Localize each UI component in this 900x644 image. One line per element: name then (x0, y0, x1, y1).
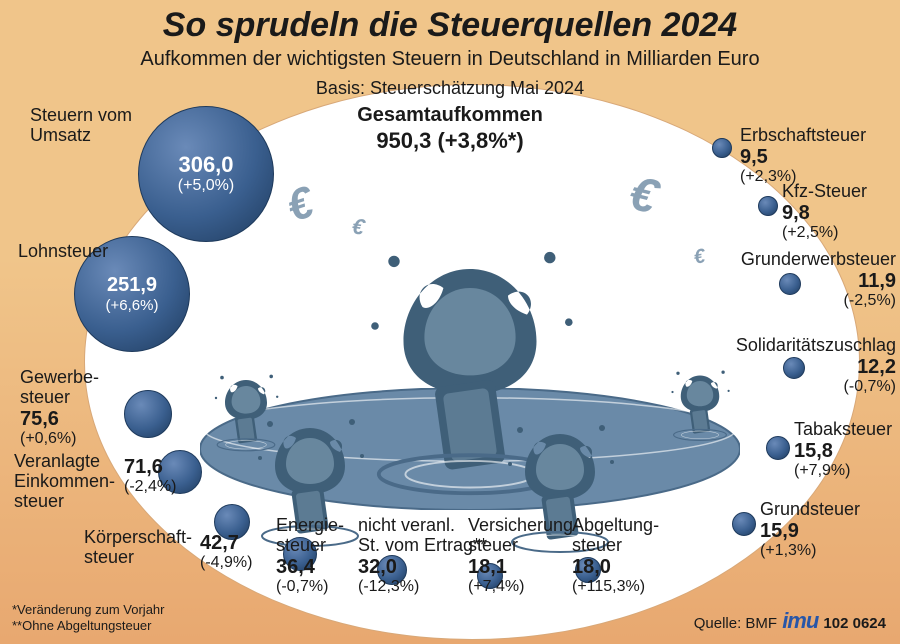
tax-value: 11,9 (741, 270, 896, 292)
tax-name: Körperschaft-steuer (84, 528, 192, 568)
tax-change: (+7,9%) (794, 462, 892, 480)
tax-change: (-2,4%) (124, 478, 176, 496)
tax-value: 15,8 (794, 440, 892, 462)
tax-value: 71,6 (124, 456, 176, 478)
fountain-splash (198, 362, 294, 452)
tax-change: (-0,7%) (276, 578, 344, 596)
label-energie: Energie-steuer36,4(-0,7%) (276, 516, 344, 595)
bubble-erb (712, 138, 732, 158)
tax-name: Grunderwerbsteuer (741, 250, 896, 270)
label-umsatz: Steuern vomUmsatz (30, 106, 132, 146)
footnote-line: *Veränderung zum Vorjahr (12, 602, 164, 618)
label-veranl: VeranlagteEinkommen-steuer71,6(-2,4%) (14, 452, 115, 511)
tax-name: Erbschaftsteuer (740, 126, 866, 146)
chart-subtitle: Aufkommen der wichtigsten Steuern in Deu… (0, 48, 900, 71)
total-label: Gesamtaufkommen (0, 104, 900, 127)
label-gewerbe: Gewerbe-steuer75,6(+0,6%) (20, 368, 99, 447)
bubble-grund (732, 512, 756, 536)
label-tabak: Tabaksteuer15,8(+7,9%) (794, 420, 892, 479)
label-lohn: Lohnsteuer (18, 242, 108, 262)
tax-change: (-2,5%) (741, 292, 896, 310)
tax-value: 42,7 (200, 532, 252, 554)
chart-title: So sprudeln die Steuerquellen 2024 (0, 6, 900, 45)
label-versich: Versicherung-steuer18,1(+7,4%) (468, 516, 579, 595)
footnotes: *Veränderung zum Vorjahr**Ohne Abgeltung… (12, 602, 164, 635)
publisher-logo: imu (777, 608, 823, 633)
tax-name: Steuern vomUmsatz (30, 106, 132, 146)
tax-value: 18,0 (572, 556, 659, 578)
fountain-splash (656, 359, 744, 442)
footnote-line: **Ohne Abgeltungsteuer (12, 618, 164, 634)
tax-name: Gewerbe-steuer (20, 368, 99, 408)
label-erb: Erbschaftsteuer9,5(+2,3%) (740, 126, 866, 185)
tax-value: 9,8 (782, 202, 867, 224)
credit-code: 102 0624 (823, 615, 886, 632)
tax-name: Lohnsteuer (18, 242, 108, 262)
tax-value: 75,6 (20, 408, 99, 430)
label-soli: Solidaritätszuschlag12,2(-0,7%) (736, 336, 896, 395)
tax-value: 36,4 (276, 556, 344, 578)
tax-change: (-0,7%) (736, 378, 896, 396)
bubble-value: 306,0 (178, 152, 233, 177)
bubble-kfz (758, 196, 778, 216)
tax-name: Energie-steuer (276, 516, 344, 556)
credit-line: Quelle: BMF imu 102 0624 (694, 608, 886, 634)
tax-value: 15,9 (760, 520, 860, 542)
tax-value: 9,5 (740, 146, 866, 168)
tax-change: (-4,9%) (200, 554, 252, 572)
chart-basis: Basis: Steuerschätzung Mai 2024 (0, 78, 900, 99)
tax-name: Abgeltung-steuer (572, 516, 659, 556)
tax-name: Solidaritätszuschlag (736, 336, 896, 356)
bubble-value: 251,9 (107, 274, 157, 297)
tax-change: (+115,3%) (572, 578, 659, 596)
tax-change: (+0,6%) (20, 430, 99, 448)
tax-name: Grundsteuer (760, 500, 860, 520)
tax-change: (+1,3%) (760, 542, 860, 560)
bubble-change: (+5,0%) (178, 177, 234, 195)
tax-name: Versicherung-steuer (468, 516, 579, 556)
tax-value: 12,2 (736, 356, 896, 378)
bubble-tabak (766, 436, 790, 460)
bubble-gewerbe (124, 390, 172, 438)
tax-value: 18,1 (468, 556, 579, 578)
tax-change: (+2,3%) (740, 168, 866, 186)
credit-source: Quelle: BMF (694, 615, 777, 632)
tax-name: Tabaksteuer (794, 420, 892, 440)
label-grerw: Grunderwerbsteuer11,9(-2,5%) (741, 250, 896, 309)
bubble-umsatz: 306,0(+5,0%) (138, 106, 274, 242)
tax-change: (+7,4%) (468, 578, 579, 596)
tax-change: (+2,5%) (782, 224, 867, 242)
label-koerper: Körperschaft-steuer42,7(-4,9%) (84, 528, 192, 568)
label-grund: Grundsteuer15,9(+1,3%) (760, 500, 860, 559)
tax-name: VeranlagteEinkommen-steuer (14, 452, 115, 511)
bubble-change: (+6,6%) (106, 297, 159, 314)
label-abgelt: Abgeltung-steuer18,0(+115,3%) (572, 516, 659, 595)
label-kfz: Kfz-Steuer9,8(+2,5%) (782, 182, 867, 241)
